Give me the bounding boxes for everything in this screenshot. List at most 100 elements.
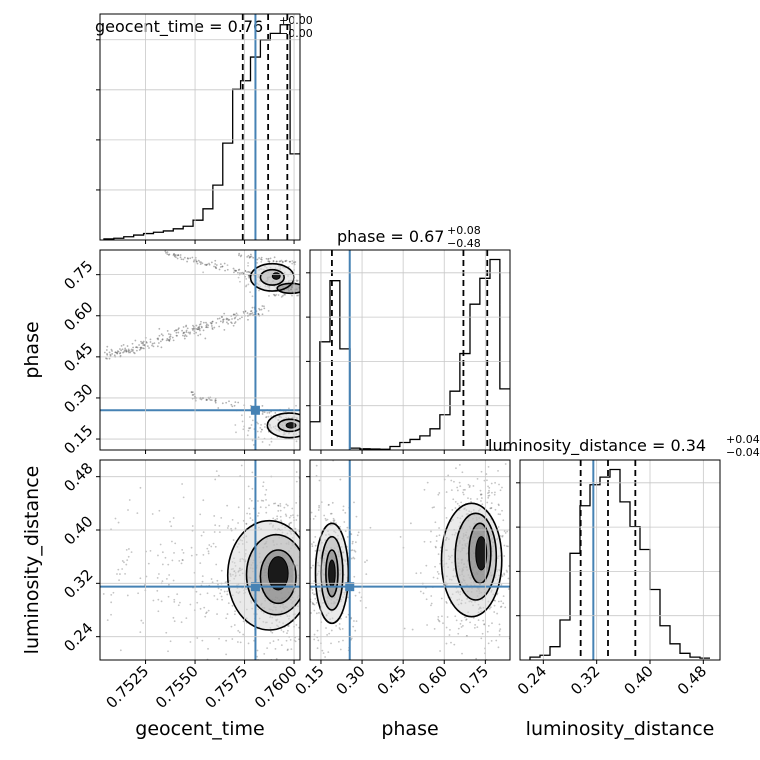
sample-point <box>177 254 180 256</box>
sample-point <box>460 619 463 622</box>
sample-point <box>153 342 156 345</box>
sample-point <box>176 257 179 260</box>
sample-point <box>138 349 141 351</box>
sample-point <box>225 317 228 320</box>
sample-point <box>310 511 313 514</box>
sample-point <box>123 349 126 352</box>
sample-point <box>354 594 357 597</box>
sample-point <box>207 550 210 553</box>
sample-point <box>269 630 272 633</box>
ylabel-phase: phase <box>21 321 43 378</box>
sample-point <box>323 514 326 517</box>
sample-point <box>183 337 186 340</box>
sample-point <box>496 612 499 615</box>
sample-point <box>340 617 342 620</box>
sample-point <box>156 345 159 348</box>
sample-point <box>480 470 483 473</box>
sample-point <box>308 275 310 277</box>
sample-point <box>149 341 152 343</box>
sample-point <box>160 333 163 336</box>
sample-point <box>476 626 479 629</box>
sample-point <box>287 648 289 651</box>
sample-point <box>132 348 134 351</box>
sample-point <box>221 265 224 268</box>
sample-point <box>161 580 164 583</box>
sample-point <box>179 254 182 256</box>
hist-bin <box>233 89 241 240</box>
sample-point <box>125 548 128 551</box>
contour-line <box>226 519 300 631</box>
sample-point <box>184 334 187 336</box>
x-tick-label-geocent-time: 0.7525 <box>103 662 153 712</box>
sample-point <box>304 536 306 538</box>
sample-point <box>458 504 461 507</box>
sample-point <box>314 515 317 518</box>
sample-point <box>266 412 269 414</box>
sample-point <box>195 260 198 263</box>
sample-point <box>503 544 506 547</box>
sample-point <box>151 513 154 515</box>
sample-point <box>264 493 267 496</box>
sample-point <box>498 633 501 636</box>
sample-point <box>237 318 239 321</box>
sample-point <box>121 348 124 351</box>
hist-bin <box>610 470 620 660</box>
sample-point <box>200 534 203 537</box>
ylabel-luminosity-distance: luminosity_distance <box>21 466 43 655</box>
sample-point <box>143 347 145 350</box>
sample-point <box>301 593 303 595</box>
hist-bin <box>183 226 193 240</box>
sample-point <box>247 262 249 264</box>
sample-point <box>281 295 284 298</box>
sample-point <box>282 630 285 633</box>
sample-point <box>210 261 213 264</box>
sample-point <box>138 344 140 346</box>
sample-point <box>118 579 120 582</box>
sample-point <box>237 401 240 404</box>
sample-point <box>459 622 462 625</box>
sample-point <box>490 482 493 485</box>
sample-point <box>351 540 354 543</box>
sample-point <box>214 399 217 402</box>
sample-point <box>235 312 238 315</box>
sample-point <box>280 644 283 646</box>
panel-frame <box>99 249 301 451</box>
sample-point <box>202 271 205 274</box>
x-tick-label-luminosity-distance: 0.48 <box>674 662 710 698</box>
sample-point <box>177 327 180 330</box>
sample-point <box>247 274 250 277</box>
sample-point <box>110 613 112 616</box>
sample-point <box>200 398 203 401</box>
sample-point <box>301 470 303 472</box>
sample-point <box>532 611 534 613</box>
sample-point <box>435 546 437 549</box>
sample-point <box>526 540 528 542</box>
sample-point <box>129 351 132 354</box>
sample-point <box>106 352 108 355</box>
hist-bin <box>400 442 410 450</box>
sample-point <box>149 549 152 552</box>
sample-point <box>190 391 193 393</box>
sample-point <box>479 489 482 492</box>
sample-point <box>265 511 268 514</box>
sample-point <box>430 604 432 607</box>
sample-point <box>356 534 359 537</box>
sample-point <box>114 351 117 354</box>
sample-point <box>180 621 183 624</box>
sample-point <box>501 535 504 538</box>
sample-point <box>135 346 138 349</box>
sample-point <box>175 329 178 332</box>
sample-point <box>161 563 164 566</box>
sample-point <box>271 631 274 634</box>
sample-point <box>241 420 244 423</box>
sample-point <box>286 504 289 507</box>
sample-point <box>366 559 368 562</box>
sample-point <box>205 264 208 266</box>
sample-point <box>218 637 220 640</box>
sample-point <box>258 257 260 259</box>
sample-point <box>318 619 320 621</box>
sample-point <box>312 607 314 609</box>
sample-point <box>275 665 277 667</box>
sample-point <box>205 326 208 329</box>
sample-point <box>250 424 253 426</box>
